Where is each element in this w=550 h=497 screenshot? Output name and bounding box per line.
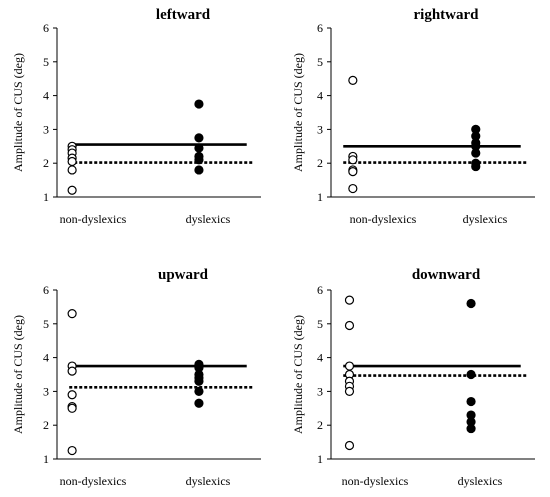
panel-title: rightward (414, 7, 480, 23)
panel-title: downward (412, 267, 481, 283)
data-point-non-dyslexics (67, 366, 77, 376)
data-point-dyslexics (194, 143, 204, 153)
x-category-label: non-dyslexics (60, 212, 127, 226)
y-tick-label: 6 (317, 283, 323, 297)
y-tick-label: 1 (317, 452, 323, 466)
y-tick-label: 5 (317, 317, 323, 331)
data-point-non-dyslexics (344, 386, 355, 396)
y-tick-label: 3 (317, 122, 323, 136)
data-point-dyslexics (471, 148, 481, 158)
data-point-dyslexics (194, 133, 204, 143)
data-point-non-dyslexics (348, 167, 358, 177)
y-axis-label: Amplitude of CUS (deg) (291, 315, 305, 434)
y-tick-label: 1 (43, 452, 49, 466)
y-tick-label: 3 (43, 122, 49, 136)
x-category-label: non-dyslexics (60, 474, 127, 488)
y-axis-label: Amplitude of CUS (deg) (11, 53, 25, 172)
data-point-non-dyslexics (344, 320, 355, 331)
panel-rightward: rightward 1 2 3 4 5 6 Amplitude of CUS (deg) non… (291, 7, 535, 226)
data-point-non-dyslexics (348, 75, 358, 85)
y-tick-label: 5 (43, 55, 49, 69)
data-point-non-dyslexics (67, 185, 77, 195)
data-point-dyslexics (194, 398, 204, 408)
y-tick-label: 4 (317, 89, 323, 103)
y-tick-label: 4 (43, 89, 49, 103)
y-tick-label: 4 (317, 351, 323, 365)
data-point-dyslexics (194, 386, 204, 396)
data-point-non-dyslexics (344, 440, 355, 451)
data-point-non-dyslexics (67, 445, 77, 456)
data-point-dyslexics (466, 369, 476, 380)
x-category-label: non-dyslexics (342, 474, 409, 488)
y-tick-label: 6 (43, 283, 49, 297)
y-tick-label: 2 (317, 418, 323, 432)
x-category-label: dyslexics (186, 212, 231, 226)
y-tick-label: 2 (43, 156, 49, 170)
y-tick-label: 2 (317, 156, 323, 170)
y-tick-label: 5 (43, 317, 49, 331)
x-category-label: dyslexics (463, 212, 508, 226)
y-tick-label: 1 (317, 190, 323, 204)
y-tick-label: 4 (43, 351, 49, 365)
y-axis-label: Amplitude of CUS (deg) (11, 315, 25, 434)
data-point-dyslexics (194, 165, 204, 175)
data-point-dyslexics (194, 155, 204, 165)
data-point-non-dyslexics (67, 309, 77, 319)
y-tick-label: 6 (43, 21, 49, 35)
x-category-label: dyslexics (458, 474, 503, 488)
y-tick-label: 3 (317, 384, 323, 398)
y-axis-label: Amplitude of CUS (deg) (291, 53, 305, 172)
data-point-dyslexics (194, 376, 204, 386)
x-category-label: dyslexics (186, 474, 231, 488)
data-point-dyslexics (466, 423, 476, 434)
data-point-non-dyslexics (348, 155, 358, 165)
y-tick-label: 2 (43, 418, 49, 432)
y-tick-label: 6 (317, 21, 323, 35)
data-point-non-dyslexics (67, 403, 77, 413)
y-tick-label: 1 (43, 190, 49, 204)
data-point-non-dyslexics (67, 165, 77, 175)
x-category-label: non-dyslexics (350, 212, 417, 226)
data-point-dyslexics (466, 298, 476, 309)
panel-downward: downward 1 2 3 4 5 6 Amplitude of CUS (deg) non-… (291, 267, 535, 488)
data-point-dyslexics (194, 99, 204, 109)
panel-title: upward (158, 267, 209, 283)
panel-title: leftward (156, 7, 211, 23)
panel-upward: upward 1 2 3 4 5 6 Amplitude of CUS (deg) non-dy… (11, 267, 261, 488)
y-tick-label: 5 (317, 55, 323, 69)
data-point-dyslexics (471, 161, 481, 172)
panel-leftward: leftward 1 2 3 4 5 6 Amplitude of CUS (deg) non-… (11, 7, 261, 226)
data-point-non-dyslexics (67, 390, 77, 400)
data-point-non-dyslexics (67, 156, 77, 167)
y-tick-label: 3 (43, 384, 49, 398)
data-point-non-dyslexics (344, 361, 355, 371)
data-point-non-dyslexics (344, 295, 355, 305)
data-point-non-dyslexics (348, 183, 358, 194)
data-point-dyslexics (466, 396, 476, 407)
